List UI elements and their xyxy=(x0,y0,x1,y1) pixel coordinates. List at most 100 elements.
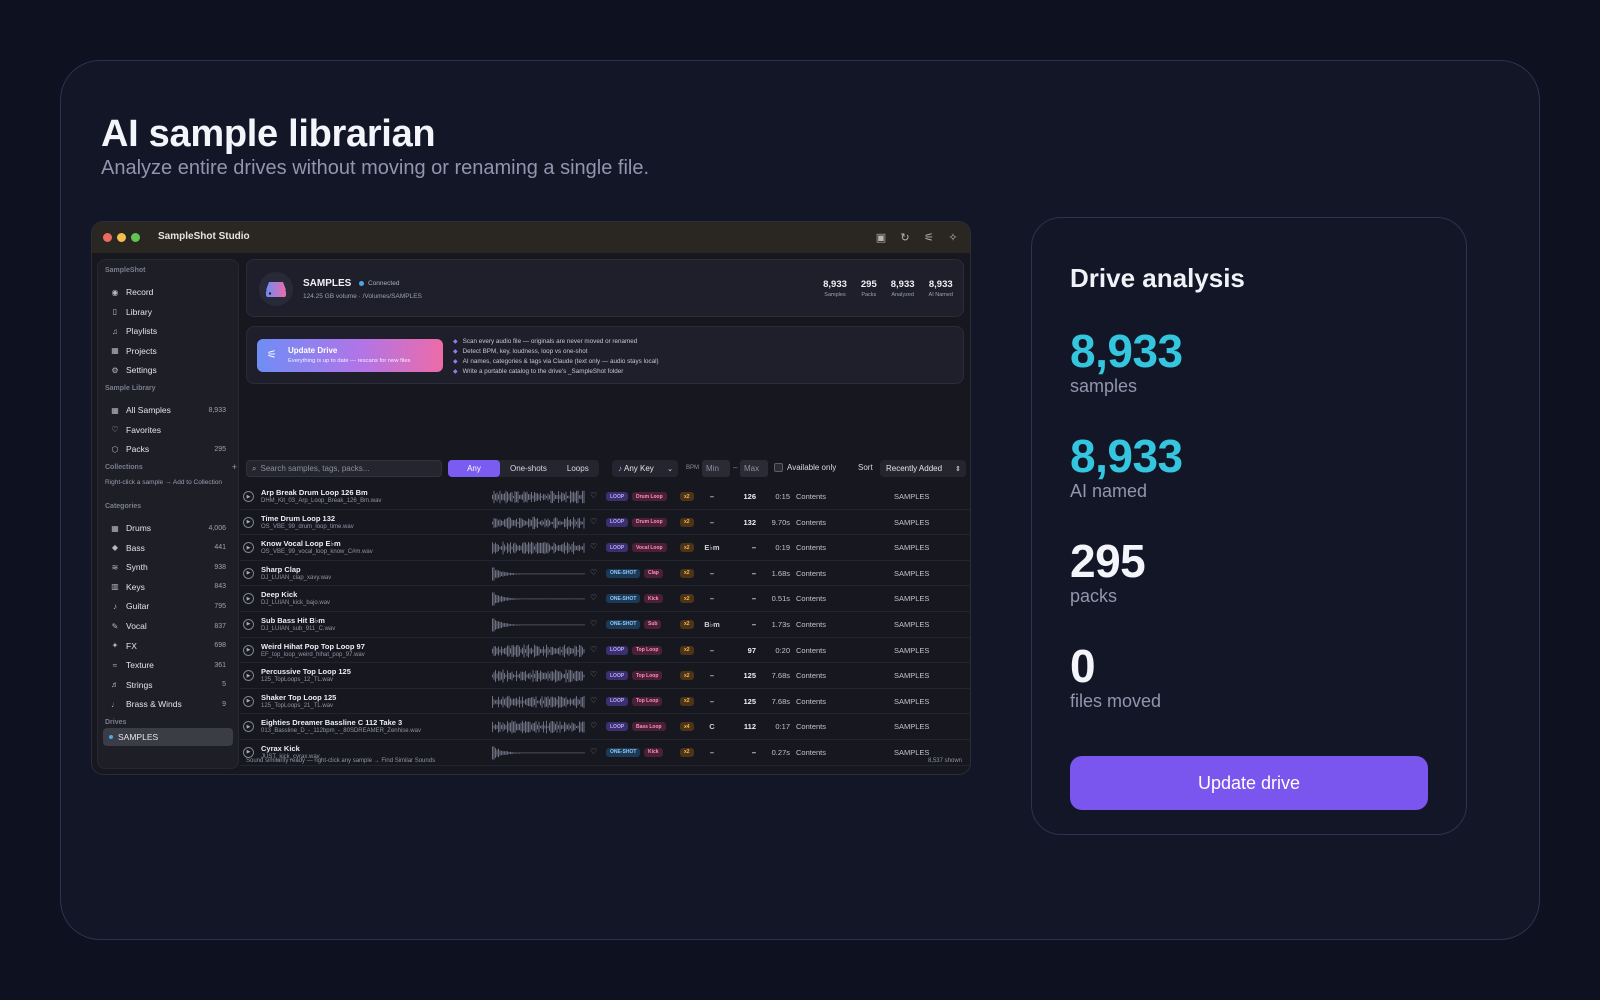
waveform-bar xyxy=(498,519,499,526)
minimize-window-button[interactable] xyxy=(117,233,126,242)
waveform-bar xyxy=(540,648,541,653)
play-icon[interactable]: ▶ xyxy=(243,593,254,605)
sidebar-item-fx[interactable]: ✦ FX 698 xyxy=(103,637,233,655)
favorite-heart-icon[interactable]: ♡ xyxy=(590,593,598,603)
waveform-bar xyxy=(516,491,517,503)
table-row[interactable]: ▶ Time Drum Loop 132 OS_VBE_99_drum_loop_t… xyxy=(240,510,970,536)
sidebar-item-settings[interactable]: ⚙ Settings xyxy=(103,361,233,379)
filter-any[interactable]: Any xyxy=(448,460,500,477)
search-input[interactable]: ⌕ Search samples, tags, packs... xyxy=(246,460,442,477)
waveform-bar xyxy=(502,723,504,732)
favorite-heart-icon[interactable]: ♡ xyxy=(590,542,598,552)
duration-value: 0.51s xyxy=(771,594,790,604)
table-row[interactable]: ▶ Know Vocal Loop E♭m OS_VBE_99_vocal_loop… xyxy=(240,535,970,561)
key-select[interactable]: ♪ Any Key ⌄ xyxy=(612,460,678,477)
category-badge: Top Loop xyxy=(632,645,663,655)
waveform-bar xyxy=(505,725,507,730)
zoom-window-button[interactable] xyxy=(131,233,140,242)
sidebar-item-drums[interactable]: ▦ Drums 4,006 xyxy=(103,519,233,537)
waveform-bar xyxy=(558,725,559,730)
drive-label: SAMPLES xyxy=(894,747,930,757)
sidebar-item-bass[interactable]: ◆ Bass 441 xyxy=(103,539,233,557)
waveform-bar xyxy=(528,673,529,679)
play-icon[interactable]: ▶ xyxy=(243,695,254,707)
table-row[interactable]: ▶ Weird Hihat Pop Top Loop 97 EF_top_loop_… xyxy=(240,638,970,664)
waveform-bar xyxy=(535,645,537,656)
favorite-heart-icon[interactable]: ♡ xyxy=(590,695,598,705)
waveform-bar xyxy=(496,699,498,705)
play-icon[interactable]: ▶ xyxy=(243,491,254,502)
drive-icon[interactable]: ▣ xyxy=(875,231,887,244)
table-row[interactable]: ▶ Arp Break Drum Loop 126 Bm DHM_Kit_03_Ar… xyxy=(240,484,970,510)
play-icon[interactable]: ▶ xyxy=(243,516,254,528)
play-icon[interactable]: ▶ xyxy=(243,618,254,630)
sidebar-item-projects[interactable]: ▦ Projects xyxy=(103,342,233,360)
favorite-heart-icon[interactable]: ♡ xyxy=(590,721,598,731)
sidebar-item-brass-winds[interactable]: ♩ Brass & Winds 9 xyxy=(103,695,233,713)
bpm-min-input[interactable]: Min xyxy=(702,460,730,477)
sparkle-icon[interactable]: ✧ xyxy=(948,231,958,244)
play-icon[interactable]: ▶ xyxy=(243,644,254,656)
stat-label: AI named xyxy=(1070,481,1148,501)
favorite-heart-icon[interactable]: ♡ xyxy=(590,491,598,500)
play-icon[interactable]: ▶ xyxy=(243,542,254,554)
chevron-updown-icon: ⇕ xyxy=(955,465,961,473)
sidebar-item-packs[interactable]: ⬡ Packs 295 xyxy=(103,440,233,458)
sidebar-item-playlists[interactable]: ♫ Playlists xyxy=(103,322,233,340)
waveform-bar xyxy=(520,648,522,653)
sidebar-item-record[interactable]: ◉ Record xyxy=(103,283,233,301)
sort-select[interactable]: Recently Added ⇕ xyxy=(880,460,966,477)
play-icon[interactable]: ▶ xyxy=(243,567,254,579)
favorite-heart-icon[interactable]: ♡ xyxy=(590,618,598,628)
sidebar-item-keys[interactable]: ▥ Keys 843 xyxy=(103,578,233,596)
sidebar-item-label: Library xyxy=(126,306,152,317)
magic-wand-icon[interactable]: ⚟ xyxy=(924,231,934,244)
sidebar-item-strings[interactable]: ♬ Strings 5 xyxy=(103,676,233,694)
favorite-heart-icon[interactable]: ♡ xyxy=(590,746,598,756)
play-icon[interactable]: ▶ xyxy=(243,721,254,733)
table-row[interactable]: ▶ Cyrax Kick JUST_kick_cyrax.wav ♡ ONE-SHOT K… xyxy=(240,740,970,766)
sidebar-item-favorites[interactable]: ♡ Favorites xyxy=(103,421,233,439)
favorite-heart-icon[interactable]: ♡ xyxy=(590,567,598,577)
favorite-heart-icon[interactable]: ♡ xyxy=(590,516,598,526)
feature-bullet: ◆ AI names, categories & tags via Claude … xyxy=(453,356,659,366)
drive-status-dot xyxy=(109,735,113,739)
bass-icon: ◆ xyxy=(111,543,119,553)
waveform-bar xyxy=(573,648,574,653)
update-drive-big-button[interactable]: Update drive xyxy=(1070,756,1428,810)
bpm-max-input[interactable]: Max xyxy=(740,460,768,477)
favorite-heart-icon[interactable]: ♡ xyxy=(590,670,598,680)
table-row[interactable]: ▶ Percussive Top Loop 125 125_TopLoops_12_… xyxy=(240,663,970,689)
sample-name: Know Vocal Loop E♭m xyxy=(261,539,341,549)
close-window-button[interactable] xyxy=(103,233,112,242)
sidebar-item-library[interactable]: ▯ Library xyxy=(103,303,233,321)
filter-loops[interactable]: Loops xyxy=(566,464,589,473)
update-drive-button[interactable]: ⚟ Update Drive Everything is up to date … xyxy=(257,339,443,372)
sidebar-item-drive-samples[interactable]: SAMPLES xyxy=(103,728,233,746)
waveform-bar xyxy=(511,546,513,550)
waveform-bar xyxy=(547,726,549,729)
waveform-bar xyxy=(510,672,511,680)
filter-one-shots[interactable]: One-shots xyxy=(510,464,547,473)
table-row[interactable]: ▶ Shaker Top Loop 125 125_TopLoops_21_TL.w… xyxy=(240,689,970,715)
table-row[interactable]: ▶ Sub Bass Hit B♭m DJ_LUIAN_sub_911_C.wav ♡… xyxy=(240,612,970,638)
play-icon[interactable]: ▶ xyxy=(243,670,254,682)
waveform-bar xyxy=(505,647,507,655)
favorite-heart-icon[interactable]: ♡ xyxy=(590,644,598,654)
waveform-bar xyxy=(535,518,537,527)
table-row[interactable]: ▶ Deep Kick DJ_LUIAN_kick_bajo.wav ♡ ONE-SHO… xyxy=(240,586,970,612)
waveform-bar xyxy=(574,545,576,551)
sidebar-item-synth[interactable]: ≋ Synth 938 xyxy=(103,558,233,576)
sidebar-item-guitar[interactable]: ♪ Guitar 795 xyxy=(103,597,233,615)
sidebar-item-all-samples[interactable]: ▦ All Samples 8,933 xyxy=(103,401,233,419)
table-row[interactable]: ▶ Sharp Clap DJ_LUIAN_clap_xavy.wav ♡ ONE-SH… xyxy=(240,561,970,587)
refresh-icon[interactable]: ↻ xyxy=(900,231,910,244)
waveform-bar xyxy=(571,722,573,732)
sidebar-item-vocal[interactable]: ✎ Vocal 837 xyxy=(103,617,233,635)
play-icon[interactable]: ▶ xyxy=(243,746,254,758)
update-drive-title: Update Drive xyxy=(288,346,338,355)
sidebar-item-texture[interactable]: ≈ Texture 361 xyxy=(103,656,233,674)
available-only-checkbox[interactable]: Available only xyxy=(774,463,836,472)
add-collection-button[interactable]: + xyxy=(231,462,237,472)
